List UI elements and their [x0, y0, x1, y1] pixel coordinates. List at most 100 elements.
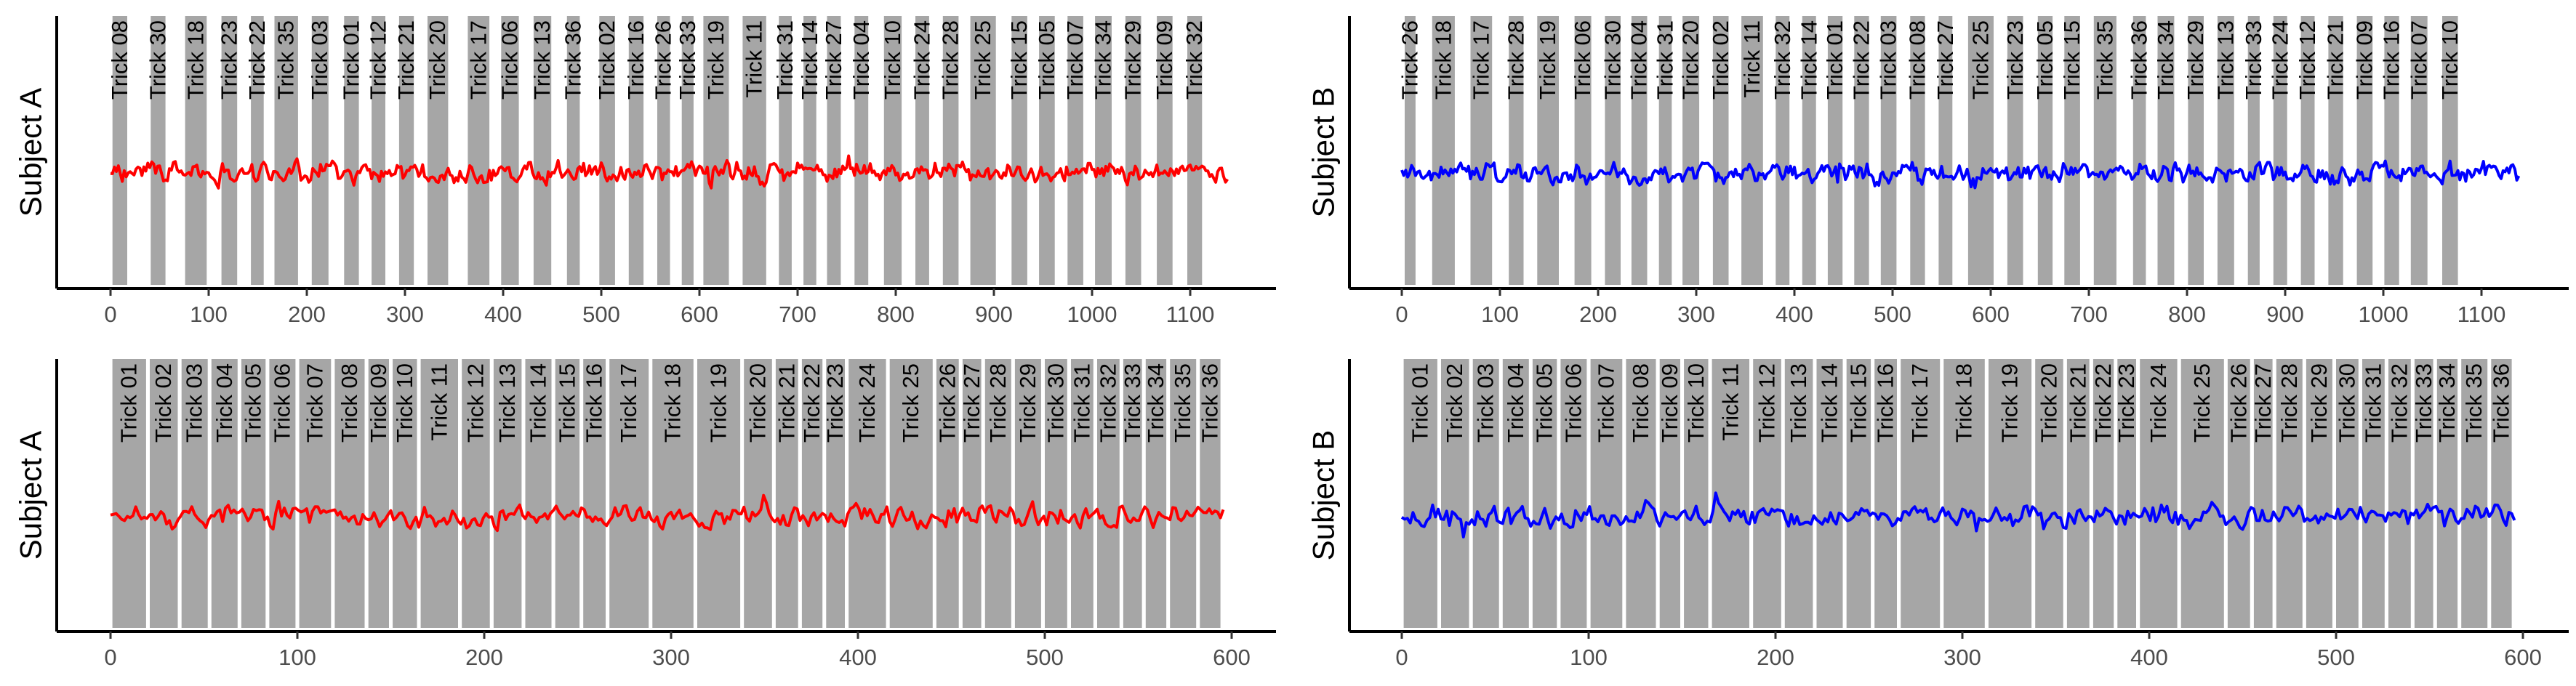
x-tick-label: 300: [652, 645, 690, 670]
trick-band: [2093, 359, 2114, 628]
trick-band: [742, 16, 766, 285]
trick-label: Trick 24: [2146, 363, 2171, 443]
trick-label: Trick 09: [1657, 363, 1682, 443]
x-tick-label: 1100: [2457, 302, 2506, 327]
trick-band: [2491, 359, 2512, 628]
trick-band: [1880, 16, 1897, 285]
trick-label: Trick 09: [1152, 20, 1177, 100]
x-tick-label: 400: [1775, 302, 1813, 327]
x-tick-label: 200: [288, 302, 326, 327]
trick-band: [2442, 16, 2458, 285]
trick-label: Trick 06: [1570, 20, 1595, 100]
trick-band: [555, 359, 580, 628]
trick-band: [1631, 16, 1648, 285]
trick-label: Trick 28: [985, 363, 1011, 443]
trick-label: Trick 35: [2092, 20, 2117, 100]
x-tick-label: 0: [1395, 645, 1408, 670]
x-tick-label: 700: [2070, 302, 2108, 327]
trick-label: Trick 18: [1951, 363, 1977, 443]
y-axis-title: Subject B: [1307, 430, 1341, 561]
trick-band: [398, 16, 414, 285]
trick-band: [181, 359, 208, 628]
trick-label: Trick 20: [745, 363, 771, 443]
x-tick-label: 500: [2317, 645, 2355, 670]
trick-label: Trick 28: [1503, 20, 1528, 100]
trick-band: [681, 16, 694, 285]
trick-band: [1472, 359, 1499, 628]
trick-label: Trick 26: [934, 363, 960, 443]
trick-label: Trick 20: [2037, 363, 2062, 443]
trick-label: Trick 02: [151, 363, 176, 443]
trick-band: [1784, 359, 1813, 628]
trick-label: Trick 26: [1397, 20, 1423, 100]
trick-band: [2306, 359, 2332, 628]
trick-band: [501, 16, 519, 285]
trick-label: Trick 06: [1560, 363, 1586, 443]
trick-band: [583, 359, 606, 628]
trick-label: Trick 25: [898, 363, 923, 443]
trick-label: Trick 08: [1904, 20, 1930, 100]
trick-label: Trick 18: [660, 363, 686, 443]
trick-band: [2035, 359, 2063, 628]
trick-label: Trick 08: [1628, 363, 1653, 443]
trick-label: Trick 24: [854, 363, 880, 443]
x-tick-label: 0: [104, 302, 116, 327]
trick-band: [628, 16, 644, 285]
x-tick-label: 600: [1213, 645, 1251, 670]
x-tick-label: 0: [1395, 302, 1408, 327]
trick-band: [2461, 359, 2488, 628]
trick-label: Trick 32: [1770, 20, 1795, 100]
trick-label: Trick 12: [1754, 363, 1779, 443]
trick-band: [1123, 359, 1142, 628]
trick-band: [2180, 359, 2224, 628]
x-tick-label: 1100: [1166, 302, 1215, 327]
trick-label: Trick 36: [561, 20, 586, 100]
trick-label: Trick 21: [2323, 20, 2348, 100]
trick-label: Trick 20: [425, 20, 450, 100]
trick-band: [1441, 359, 1469, 628]
trick-band: [915, 16, 929, 285]
x-tick-label: 600: [2504, 645, 2542, 670]
x-tick-label: 300: [386, 302, 424, 327]
trick-band: [112, 359, 146, 628]
trick-label: Trick 34: [2434, 363, 2460, 443]
trick-label: Trick 17: [616, 363, 641, 443]
trick-band: [372, 16, 385, 285]
trick-label: Trick 30: [1600, 20, 1625, 100]
trick-band: [2066, 359, 2090, 628]
signal-line: [1400, 159, 2521, 190]
panel-top-right: Trick 26 Trick 18 Trick 17 Trick 28 Trick 19…: [1307, 16, 2569, 327]
x-tick-label: 300: [1677, 302, 1715, 327]
trick-band: [1095, 16, 1112, 285]
trick-band: [962, 359, 982, 628]
x-tick-label: 900: [975, 302, 1013, 327]
trick-label: Trick 17: [465, 20, 491, 100]
trick-label: Trick 25: [1968, 20, 1994, 100]
signal-line: [1400, 491, 2516, 538]
trick-label: Trick 27: [1933, 20, 1958, 100]
trick-label: Trick 30: [145, 20, 171, 100]
trick-band: [2093, 16, 2116, 285]
trick-label: Trick 31: [2360, 363, 2386, 443]
trick-label: Trick 14: [797, 20, 822, 100]
trick-band: [599, 16, 615, 285]
trick-label: Trick 05: [2032, 20, 2058, 100]
trick-label: Trick 12: [2295, 20, 2320, 100]
trick-band: [1502, 359, 1529, 628]
trick-label: Trick 16: [2379, 20, 2404, 100]
trick-band: [1802, 16, 1816, 285]
trick-band: [703, 16, 729, 285]
trick-label: Trick 19: [706, 363, 731, 443]
trick-label: Trick 34: [1091, 20, 1116, 100]
trick-label: Trick 15: [554, 363, 579, 443]
trick-label: Trick 01: [1822, 20, 1847, 100]
trick-band: [533, 16, 552, 285]
trick-label: Trick 30: [1043, 363, 1068, 443]
trick-label: Trick 16: [1873, 363, 1898, 443]
trick-label: Trick 07: [2406, 20, 2431, 100]
x-tick-label: 900: [2266, 302, 2304, 327]
trick-band: [1039, 16, 1055, 285]
trick-label: Trick 12: [366, 20, 391, 100]
x-tick-label: 700: [779, 302, 816, 327]
trick-label: Trick 27: [2250, 363, 2276, 443]
